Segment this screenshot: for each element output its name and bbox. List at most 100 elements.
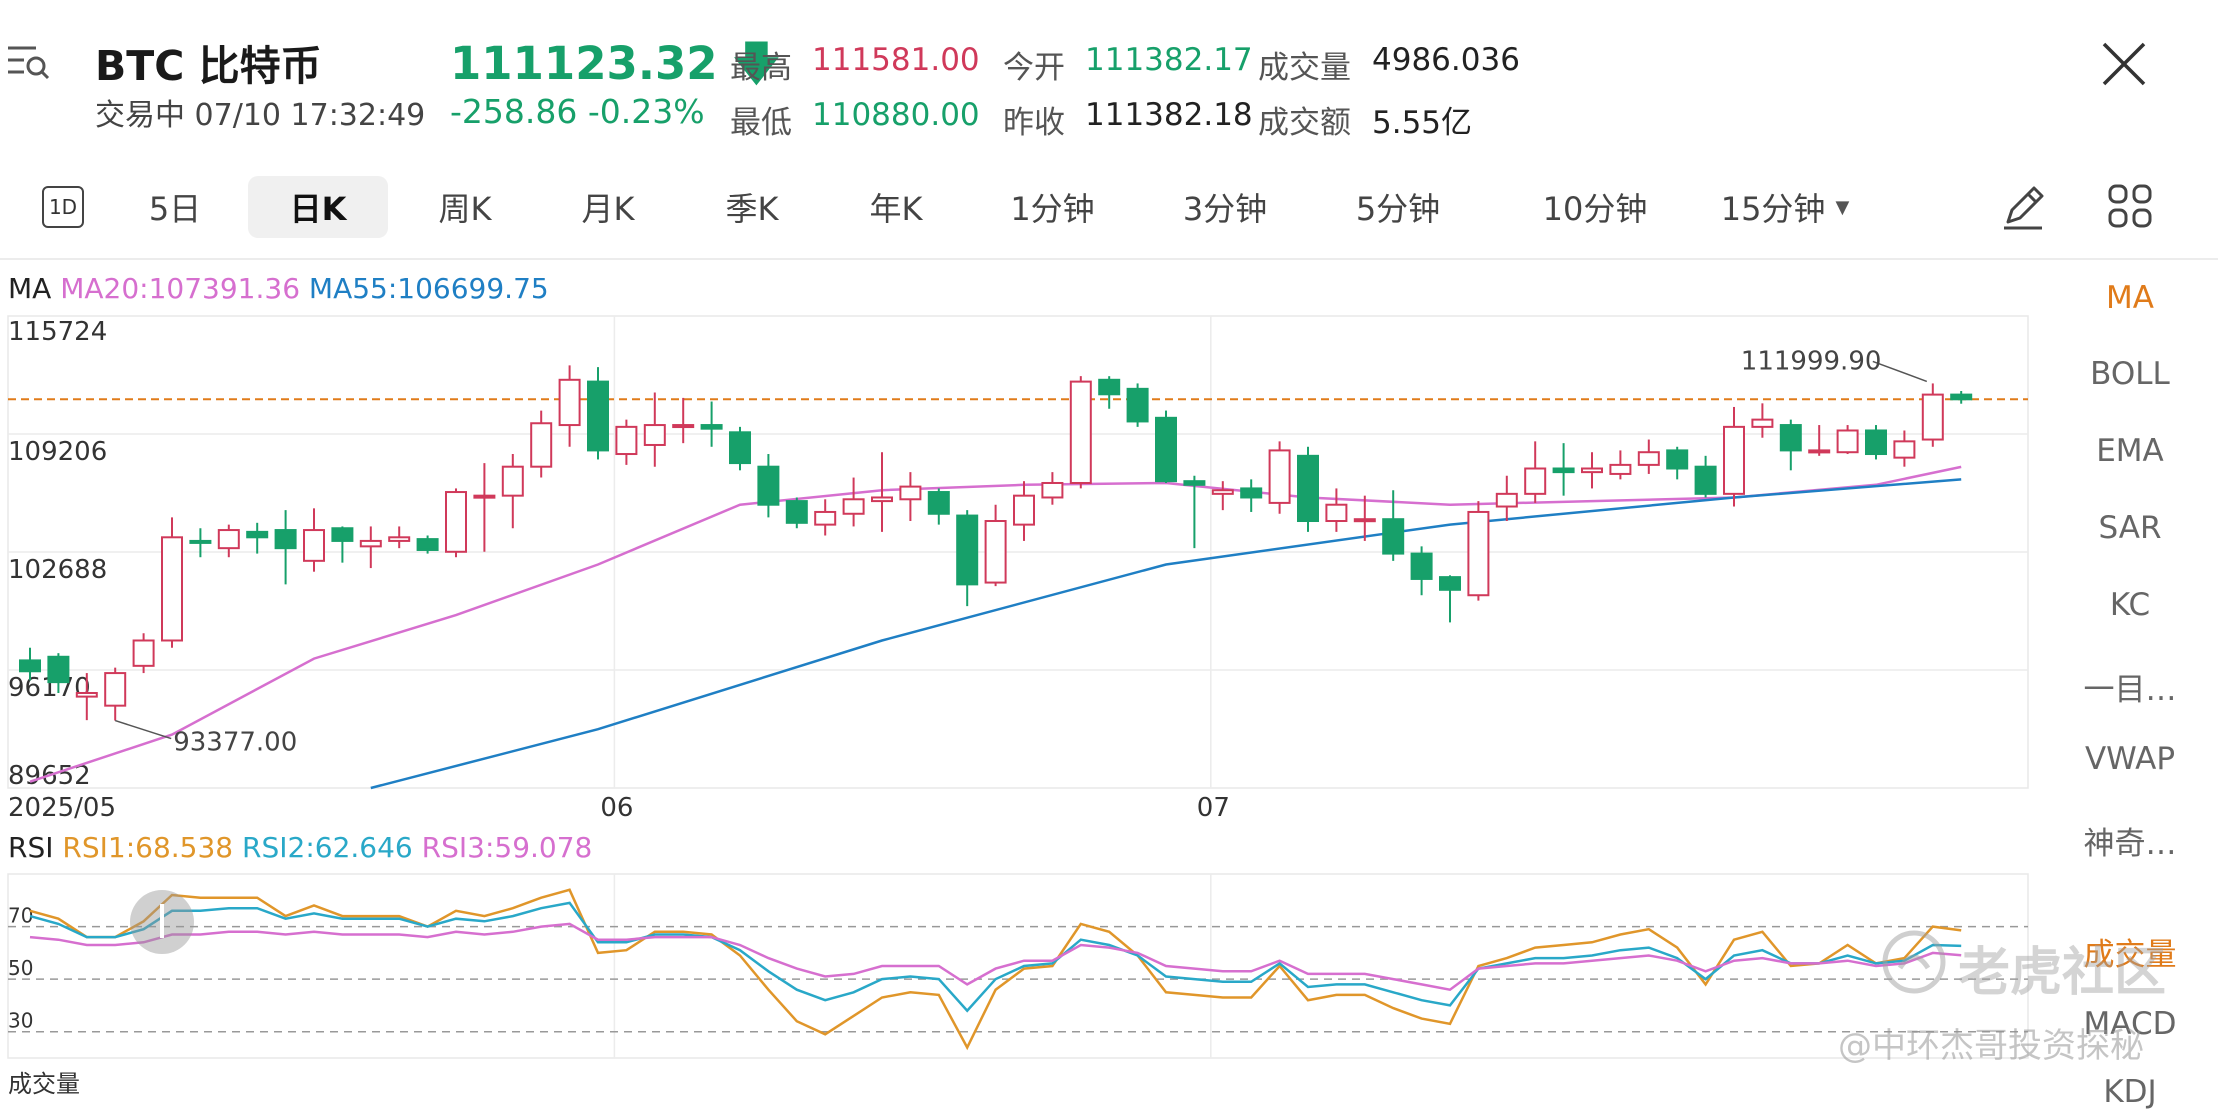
- stat-label-prev-close: 昨收: [1003, 105, 1065, 141]
- tab-monthly-k[interactable]: 月K: [581, 190, 635, 228]
- candle-body: [1694, 465, 1717, 495]
- trading-status: 交易中 07/10 17:32:49: [95, 98, 426, 133]
- rsi-level-label: 50: [8, 956, 33, 980]
- stat-value-volume: 4986.036: [1372, 42, 1520, 78]
- indicator-sar[interactable]: SAR: [2098, 510, 2162, 546]
- ma20-legend: MA20:107391.36: [60, 272, 301, 305]
- indicator-kdj[interactable]: KDJ: [2103, 1074, 2157, 1110]
- candle-body: [814, 510, 837, 526]
- candle-body: [473, 494, 496, 499]
- tab-5day[interactable]: 5日: [148, 190, 202, 228]
- close-icon[interactable]: [2098, 38, 2150, 90]
- tab-weekly-k[interactable]: 周K: [438, 190, 492, 228]
- indicator-volume[interactable]: 成交量: [2083, 937, 2177, 973]
- tab-quarterly-k[interactable]: 季K: [725, 190, 779, 228]
- ma55-legend: MA55:106699.75: [308, 272, 549, 305]
- candle-body: [445, 491, 467, 553]
- candle-body: [1467, 510, 1490, 597]
- volume-panel-label: 成交量: [8, 1070, 80, 1098]
- tab-15min-label: 15分钟: [1720, 190, 1826, 228]
- indicator-ichimoku[interactable]: 一目…: [2083, 672, 2177, 708]
- rsi1-line: [29, 888, 1962, 1051]
- candle-body: [1893, 440, 1916, 459]
- candle-body: [189, 539, 212, 544]
- menu-search-icon[interactable]: [6, 40, 52, 84]
- stat-label-low: 最低: [730, 105, 792, 141]
- tab-3min[interactable]: 3分钟: [1182, 190, 1268, 228]
- watermark-author: @中环杰哥投资探秘: [1838, 1026, 2144, 1066]
- y-tick-label: 102688: [8, 555, 107, 585]
- x-tick-label: 06: [600, 793, 633, 820]
- rsi3-line: [29, 922, 1962, 992]
- stat-label-open: 今开: [1003, 50, 1065, 86]
- candle-body: [1552, 467, 1575, 474]
- candle-body: [1666, 449, 1689, 470]
- high-annotation: 111999.90: [1741, 346, 1882, 376]
- tab-yearly-k[interactable]: 年K: [869, 190, 923, 228]
- rsi-legend: RSI RSI1:68.538 RSI2:62.646 RSI3:59.078: [8, 831, 592, 864]
- rsi-frame: [7, 873, 2029, 1059]
- candle-body: [1155, 416, 1177, 483]
- candle-body: [1353, 518, 1376, 523]
- candle-body: [388, 536, 411, 542]
- indicator-boll[interactable]: BOLL: [2090, 356, 2170, 392]
- stat-label-volume: 成交量: [1258, 50, 1351, 86]
- ma55-line: [370, 478, 1962, 790]
- stat-value-high: 111581.00: [812, 42, 980, 78]
- candle-body: [47, 655, 70, 684]
- tab-daily-k[interactable]: 日K: [248, 176, 388, 238]
- candle-body: [1865, 429, 1887, 456]
- candle-body: [1098, 378, 1121, 396]
- candle-body: [1808, 449, 1831, 454]
- candle-body: [1637, 451, 1660, 466]
- stat-value-low: 110880.00: [812, 97, 980, 133]
- candle-body: [1069, 380, 1092, 484]
- tab-5min[interactable]: 5分钟: [1355, 190, 1441, 228]
- candle-body: [1013, 494, 1035, 526]
- candle-body: [729, 431, 751, 465]
- tab-10min[interactable]: 10分钟: [1542, 190, 1648, 228]
- indicator-ma[interactable]: MA: [2106, 280, 2154, 316]
- candle-body: [1723, 425, 1745, 495]
- candle-body: [899, 485, 922, 501]
- rsi-legend-title: RSI: [8, 831, 54, 864]
- indicator-ema[interactable]: EMA: [2096, 433, 2164, 469]
- candle-body: [1751, 418, 1774, 428]
- candle-body: [1382, 518, 1405, 555]
- tab-1d[interactable]: 1D: [42, 186, 84, 228]
- indicator-kc[interactable]: KC: [2109, 587, 2151, 623]
- candle-body: [1524, 467, 1547, 495]
- x-tick-label: 2025/05: [8, 793, 116, 820]
- rsi1-legend: RSI1:68.538: [62, 831, 234, 864]
- candle-body: [303, 529, 325, 562]
- arrow-down-icon: 🡇: [733, 37, 780, 90]
- pencil-icon[interactable]: [1998, 180, 2048, 232]
- candle-body: [1495, 492, 1518, 508]
- y-tick-label: 115724: [8, 317, 107, 347]
- grid-icon[interactable]: [2106, 182, 2154, 230]
- candle-body: [1581, 467, 1603, 474]
- candle-body: [1836, 429, 1859, 454]
- tab-1min[interactable]: 1分钟: [1010, 190, 1095, 228]
- indicator-vwap[interactable]: VWAP: [2084, 741, 2176, 777]
- tab-divider: [0, 258, 2218, 260]
- indicator-macd[interactable]: MACD: [2083, 1006, 2177, 1042]
- candle-body: [246, 530, 269, 539]
- candle-body: [757, 465, 780, 506]
- low-annotation: 93377.00: [173, 728, 297, 758]
- tab-15min[interactable]: 15分钟 ▼: [1710, 176, 1860, 238]
- candle-body: [1268, 449, 1291, 504]
- high-annotation-leader: [1872, 360, 1928, 383]
- candle-body: [700, 424, 723, 430]
- candle-body: [587, 380, 609, 452]
- indicator-magic-nine[interactable]: 神奇…: [2083, 826, 2177, 862]
- candle-body: [530, 422, 553, 468]
- candle-body: [558, 378, 581, 427]
- candle-body: [75, 691, 98, 698]
- drag-handle[interactable]: [130, 890, 194, 954]
- candle-body: [643, 424, 666, 446]
- rsi-chart[interactable]: 70 50 30: [0, 860, 2040, 1060]
- candle-body: [1183, 480, 1206, 486]
- candle-body: [19, 659, 41, 673]
